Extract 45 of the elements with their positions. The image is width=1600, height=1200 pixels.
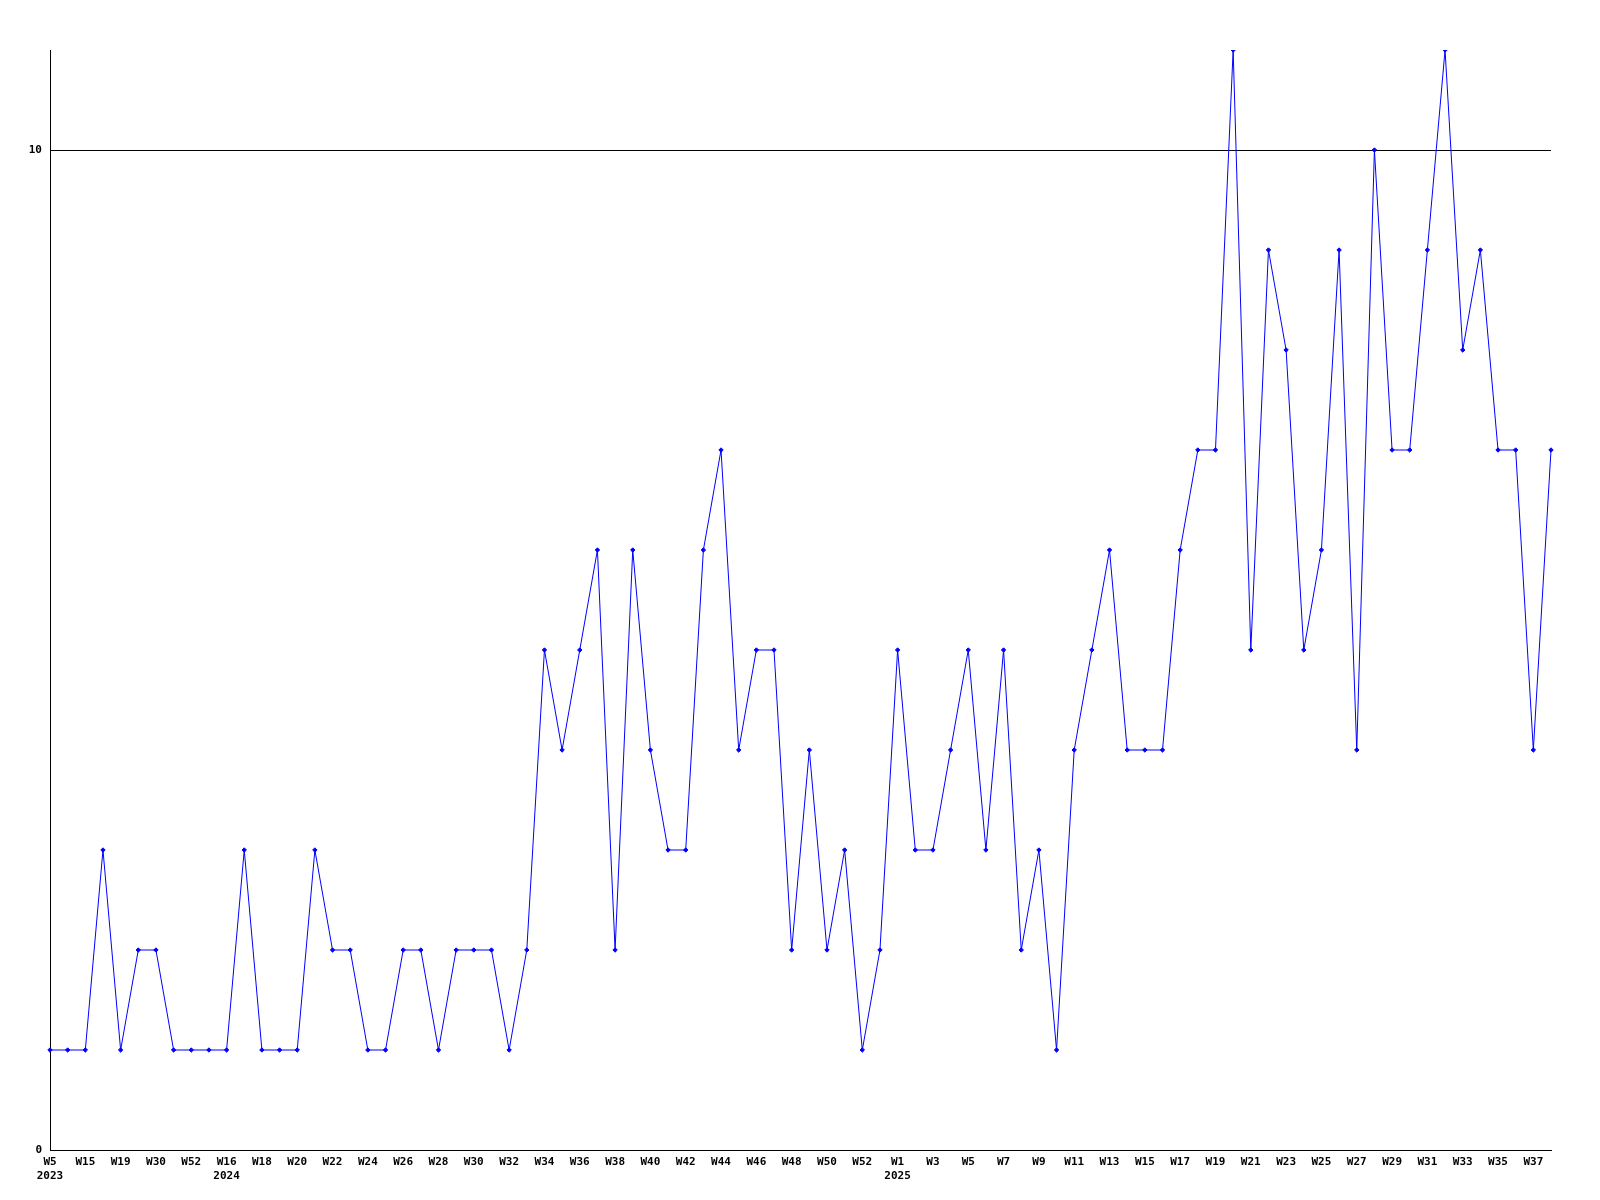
- x-tick-label: W40: [640, 1155, 661, 1169]
- x-tick-label: W48: [781, 1155, 802, 1169]
- x-tick-label: W24: [357, 1155, 379, 1169]
- x-tick-label: W26: [393, 1155, 414, 1169]
- x-tick-label: W28: [428, 1155, 449, 1169]
- x-tick-label: W9: [1032, 1155, 1046, 1169]
- x-tick-label: W52: [181, 1155, 202, 1169]
- x-tick-label: W32: [499, 1155, 520, 1169]
- x-tick-label: W50: [817, 1155, 837, 1169]
- x-tick-label: W5: [961, 1155, 975, 1169]
- x-tick-label: W37: [1523, 1155, 1544, 1169]
- x-tick-label: W16 2024: [213, 1155, 241, 1182]
- x-tick-label: W42: [675, 1155, 696, 1169]
- x-tick-label: W27: [1346, 1155, 1367, 1169]
- x-tick-label: W46: [746, 1155, 767, 1169]
- x-tick-label: W3: [926, 1155, 940, 1169]
- x-tick-label: W38: [605, 1155, 626, 1169]
- x-tick-label: W5 2023: [36, 1155, 64, 1182]
- x-tick-label: W19: [110, 1155, 131, 1169]
- x-tick-label: W11: [1064, 1155, 1085, 1169]
- x-tick-label: W31: [1417, 1155, 1438, 1169]
- x-tick-label: W30: [146, 1155, 166, 1169]
- x-tick-label: W18: [251, 1155, 272, 1169]
- x-tick-label: W20: [287, 1155, 308, 1169]
- x-tick-label: W21: [1240, 1155, 1262, 1169]
- x-tick-label: W33: [1452, 1155, 1473, 1169]
- x-tick-label: W19: [1205, 1155, 1226, 1169]
- x-tick-label: W1 2025: [884, 1155, 911, 1182]
- x-tick-label: W44: [711, 1155, 732, 1169]
- x-tick-label: W52: [852, 1155, 873, 1169]
- x-tick-label: W7: [996, 1155, 1011, 1169]
- x-tick-label: W35: [1488, 1155, 1508, 1169]
- x-tick-label: W22: [322, 1155, 343, 1169]
- x-tick-label: W36: [569, 1155, 591, 1169]
- x-tick-label: W13: [1099, 1155, 1120, 1169]
- x-tick-label: W15: [75, 1155, 96, 1169]
- x-tick-label: W17: [1170, 1155, 1191, 1169]
- x-tick-label: W29: [1382, 1155, 1403, 1169]
- x-tick-label: W30: [463, 1155, 484, 1169]
- x-tick-label: W34: [534, 1155, 555, 1169]
- x-tick-label: W25: [1311, 1155, 1332, 1169]
- x-tick-label: W23: [1276, 1155, 1297, 1169]
- y-tick-label: 10: [28, 142, 42, 156]
- y-tick-label: 0: [35, 1142, 42, 1156]
- x-tick-label: W15: [1134, 1155, 1155, 1169]
